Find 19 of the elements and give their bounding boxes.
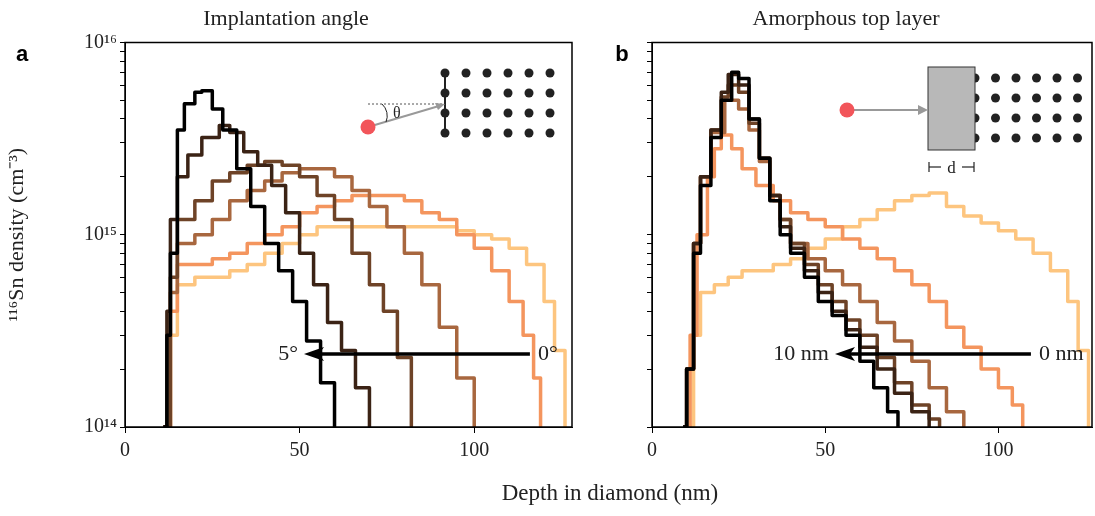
y-tick-label: 10¹⁴ xyxy=(84,414,118,437)
y-tick-label: 10¹⁶ xyxy=(84,29,118,52)
x-axis-title: Depth in diamond (nm) xyxy=(500,480,720,506)
x-tick-label: 100 xyxy=(983,438,1014,461)
text: b xyxy=(615,41,629,67)
x-tick-label: 100 xyxy=(459,438,490,461)
chart-title: Amorphous top layer xyxy=(752,4,941,30)
annotation: 5° xyxy=(278,339,299,365)
chart-title: Implantation angle xyxy=(203,4,369,30)
x-tick-label: 50 xyxy=(289,438,310,461)
y-axis-title: ¹¹⁶Sn density (cm⁻³) xyxy=(2,147,28,322)
annotation: 0° xyxy=(537,339,558,365)
x-tick-label: 0 xyxy=(647,438,657,461)
text: a xyxy=(15,41,29,67)
y-tick-label: 10¹⁵ xyxy=(84,221,117,244)
annotation: 0 nm xyxy=(1038,339,1084,365)
annotation: 10 nm xyxy=(773,339,829,365)
x-tick-label: 0 xyxy=(120,438,130,461)
x-tick-label: 50 xyxy=(815,438,836,461)
